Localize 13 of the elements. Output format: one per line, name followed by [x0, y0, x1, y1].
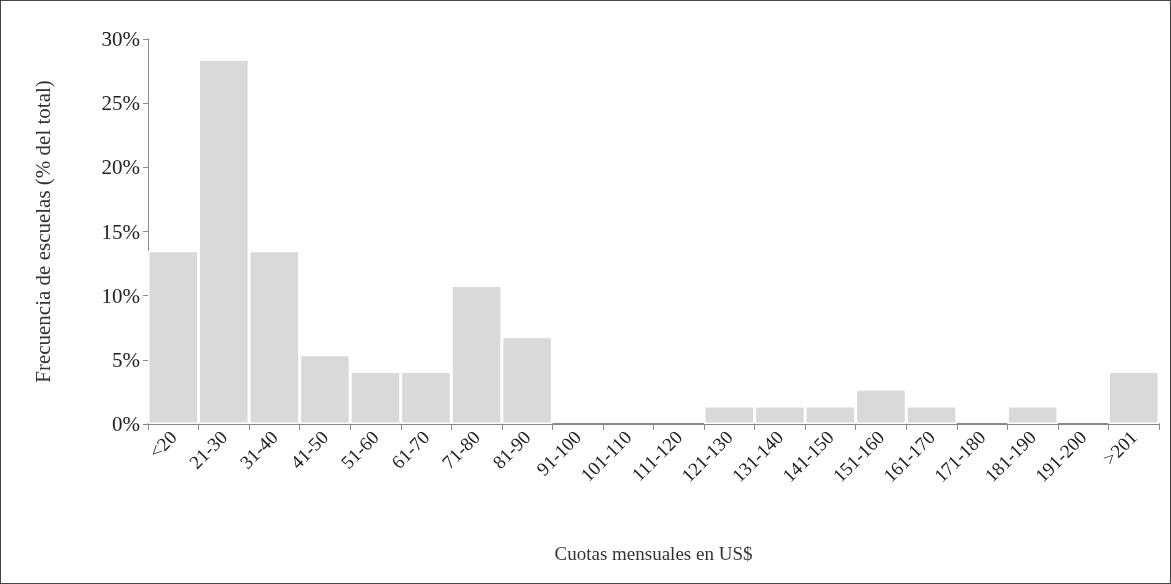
y-tick-label: 0% — [112, 412, 140, 436]
y-axis-title: Frecuencia de escuelas (% del total) — [30, 80, 55, 383]
bar — [1007, 406, 1058, 424]
y-tick-label: 20% — [101, 155, 140, 180]
y-tick-label: 25% — [101, 91, 140, 116]
x-axis-title: Cuotas mensuales en US$ — [554, 543, 753, 564]
bar — [1108, 371, 1159, 424]
y-tick-label: 10% — [101, 283, 140, 308]
y-tick-label: 15% — [101, 219, 140, 244]
y-tick-label: 30% — [101, 27, 140, 51]
y-tick-label: 5% — [112, 347, 140, 372]
x-tick-label: >201 — [1098, 426, 1142, 470]
x-tick-label: <20 — [144, 426, 181, 463]
